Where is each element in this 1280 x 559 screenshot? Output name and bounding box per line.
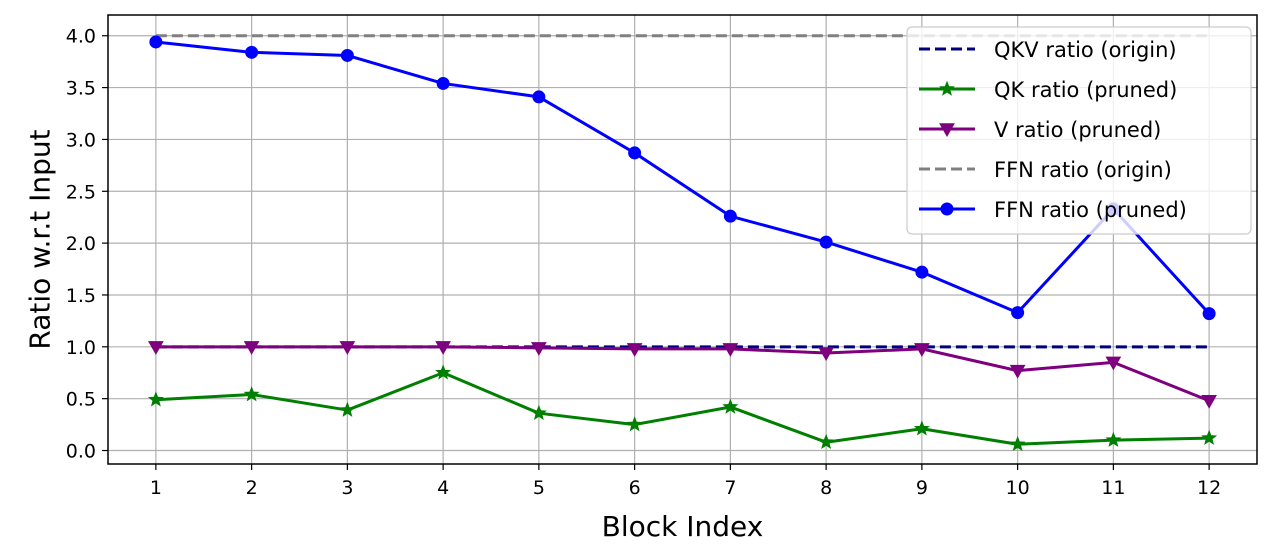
data-point bbox=[818, 433, 835, 450]
y-tick-label: 0.5 bbox=[66, 389, 96, 411]
legend-label: V ratio (pruned) bbox=[994, 118, 1161, 142]
y-tick-label: 0.0 bbox=[66, 441, 96, 463]
x-axis: 1 2 3 4 5 6 7 8 9 10 11 12 bbox=[150, 464, 1221, 499]
x-tick-label: 11 bbox=[1101, 477, 1125, 499]
x-tick-label: 5 bbox=[533, 477, 545, 499]
x-tick-label: 12 bbox=[1197, 477, 1221, 499]
legend-item: V ratio (pruned) bbox=[919, 118, 1161, 142]
legend-label: QK ratio (pruned) bbox=[994, 78, 1177, 102]
data-point bbox=[1201, 394, 1217, 409]
data-point bbox=[243, 386, 260, 402]
x-tick-label: 10 bbox=[1006, 477, 1030, 499]
series-line bbox=[155, 371, 1210, 446]
x-tick-label: 8 bbox=[820, 477, 832, 499]
plot-frame bbox=[107, 14, 1258, 465]
data-point bbox=[530, 404, 547, 420]
y-tick-label: 3.0 bbox=[66, 129, 96, 151]
data-point bbox=[148, 341, 164, 355]
legend-box bbox=[906, 26, 1252, 235]
legend-marker bbox=[940, 202, 954, 216]
y-tick-label: 1.0 bbox=[66, 337, 96, 359]
y-tick-label: 2.5 bbox=[66, 181, 96, 203]
x-tick-label: 2 bbox=[246, 477, 258, 499]
data-point bbox=[819, 235, 833, 249]
data-point bbox=[1105, 356, 1122, 371]
x-tick-label: 6 bbox=[629, 477, 641, 499]
legend-marker bbox=[939, 80, 955, 96]
data-point bbox=[531, 342, 547, 356]
series-layer bbox=[147, 34, 1218, 452]
data-point bbox=[436, 76, 450, 90]
x-tick-label: 4 bbox=[437, 477, 449, 499]
data-point bbox=[626, 416, 643, 432]
y-axis-title: Ratio w.r.t Input bbox=[24, 129, 57, 349]
data-point bbox=[149, 35, 163, 49]
data-point bbox=[435, 341, 451, 355]
data-point bbox=[245, 45, 259, 59]
data-point bbox=[722, 398, 739, 414]
y-tick-label: 2.0 bbox=[66, 233, 96, 255]
data-point bbox=[913, 420, 930, 436]
legend-label: QKV ratio (origin) bbox=[994, 38, 1177, 62]
legend-item: FFN ratio (origin) bbox=[919, 158, 1172, 182]
series-line bbox=[155, 345, 1210, 403]
data-point bbox=[1009, 435, 1026, 452]
data-point bbox=[435, 364, 452, 380]
series-2 bbox=[148, 341, 1217, 409]
legend-label: FFN ratio (pruned) bbox=[994, 198, 1187, 222]
y-tick-label: 4.0 bbox=[66, 26, 96, 48]
data-point bbox=[628, 146, 642, 160]
data-point bbox=[915, 265, 929, 279]
data-point bbox=[1201, 429, 1218, 445]
data-point bbox=[818, 347, 834, 362]
y-tick-label: 1.5 bbox=[66, 285, 96, 307]
legend-item: FFN ratio (pruned) bbox=[919, 198, 1187, 222]
x-tick-label: 1 bbox=[150, 477, 162, 499]
x-tick-label: 3 bbox=[341, 477, 353, 499]
data-point bbox=[1105, 431, 1122, 447]
legend-marker bbox=[939, 123, 955, 138]
data-point bbox=[914, 343, 930, 357]
legend-item: QKV ratio (origin) bbox=[919, 38, 1177, 62]
data-point bbox=[722, 343, 739, 357]
data-point bbox=[723, 209, 737, 223]
y-tick-label: 3.5 bbox=[66, 78, 96, 100]
series-1 bbox=[147, 364, 1218, 452]
data-point bbox=[626, 343, 643, 357]
legend-item: QK ratio (pruned) bbox=[919, 78, 1177, 102]
x-tick-label: 9 bbox=[916, 477, 928, 499]
y-axis: 0.0 0.5 1.0 1.5 2.0 2.5 3.0 3.5 4.0 bbox=[66, 26, 108, 463]
series-line bbox=[155, 40, 1211, 315]
data-point bbox=[339, 341, 356, 355]
legend-label: FFN ratio (origin) bbox=[994, 158, 1172, 182]
data-point bbox=[1202, 307, 1216, 321]
data-point bbox=[243, 341, 260, 355]
x-axis-title: Block Index bbox=[602, 510, 764, 543]
data-point bbox=[1011, 306, 1025, 320]
x-tick-label: 7 bbox=[724, 477, 736, 499]
data-point bbox=[340, 48, 354, 62]
legend: QKV ratio (origin) QK ratio (pruned) V rat… bbox=[906, 26, 1252, 235]
data-point bbox=[339, 401, 356, 417]
data-point bbox=[147, 391, 164, 407]
data-point bbox=[532, 90, 546, 104]
data-point bbox=[1009, 364, 1026, 379]
